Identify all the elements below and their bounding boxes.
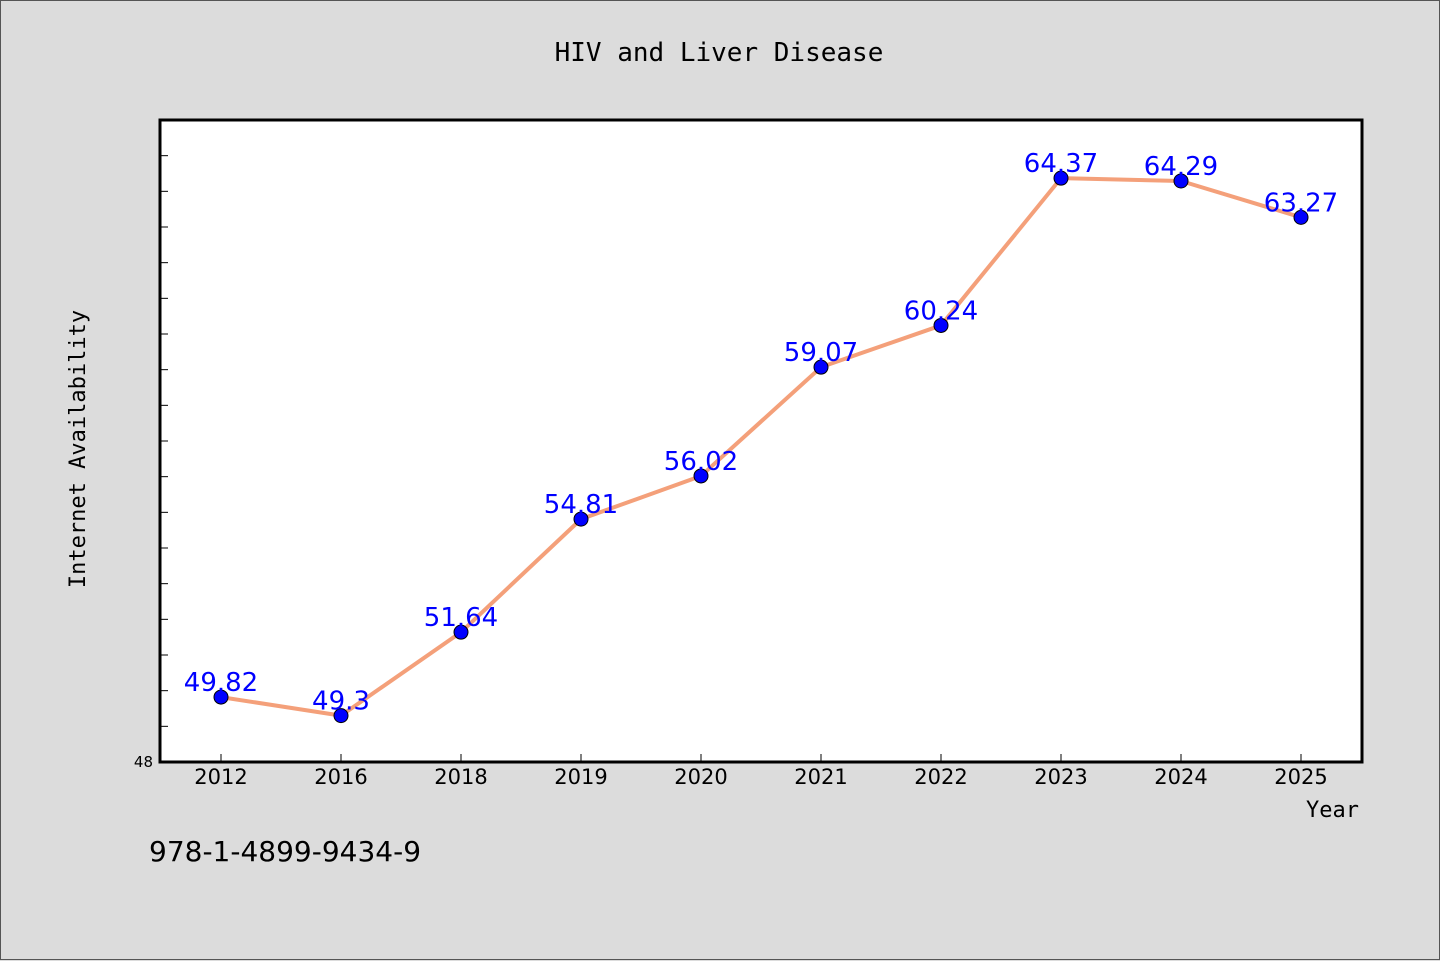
data-point-marker [213,689,229,705]
data-label: 59.07 [784,338,858,368]
data-label: 54.81 [544,490,618,520]
data-point-marker [1053,170,1069,186]
chart-title: HIV and Liver Disease [555,38,884,68]
data-point-marker [573,511,589,527]
data-point-marker [693,468,709,484]
data-point-marker [1173,173,1189,189]
series-line-group [220,176,1302,718]
x-tick-label: 2024 [1154,765,1207,789]
data-point-marker [813,359,829,375]
markers-group [213,170,1309,724]
data-label: 49.82 [184,668,258,698]
plot-area [158,118,1364,764]
data-point-marker [933,317,949,333]
data-label: 49.3 [312,687,370,717]
x-tick-label: 2020 [674,765,727,789]
x-tick-label: 2022 [914,765,967,789]
data-label: 63.27 [1264,188,1338,218]
y-axis-min-label: 48 [134,753,153,771]
isbn-text: 978-1-4899-9434-9 [149,835,422,868]
x-tick-label: 2018 [434,765,487,789]
data-point-marker [333,708,349,724]
x-tick-label: 2023 [1034,765,1087,789]
y-axis-title: Internet Availability [66,310,91,588]
data-labels-group: 49.82 49.3 51.64 54.81 56.02 59.07 60.24 64.37 6… [184,149,1338,716]
data-point-marker [1293,209,1309,225]
data-point-marker [453,624,469,640]
x-tick-label: 2019 [554,765,607,789]
data-label: 64.37 [1024,149,1098,179]
data-label: 56.02 [664,447,738,477]
data-label: 60.24 [904,296,978,326]
x-tick-label: 2025 [1274,765,1327,789]
series-line [220,176,1302,718]
x-axis-ticks: 2012 2016 2018 2019 2020 2021 2022 2023 2024 2025 [194,754,1328,789]
y-axis-ticks [160,155,168,727]
data-label: 51.64 [424,603,498,633]
data-label: 64.29 [1144,152,1218,182]
x-axis-title: Year [1306,798,1359,823]
x-tick-label: 2016 [314,765,367,789]
x-tick-label: 2021 [794,765,847,789]
x-tick-label: 2012 [194,765,247,789]
